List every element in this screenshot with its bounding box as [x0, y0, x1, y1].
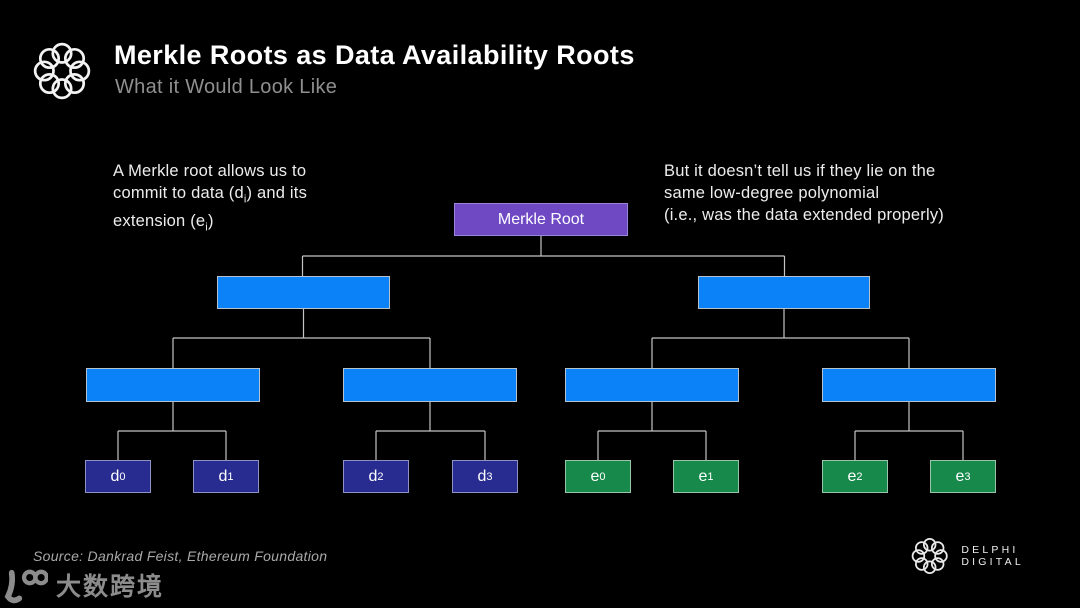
- annotation-left-line3: extension (ei): [113, 212, 214, 234]
- connector-l3-a: [117, 402, 227, 460]
- annotation-left: A Merkle root allows us to commit to dat…: [113, 160, 393, 239]
- brand-name: DELPHI DIGITAL: [961, 544, 1024, 568]
- internal-node-level3-1: [86, 368, 260, 402]
- delphi-knot-logo-icon: [33, 42, 91, 100]
- delphi-digital-brand: DELPHI DIGITAL: [908, 533, 1080, 579]
- internal-node-level2-right: [698, 276, 870, 309]
- watermark-text: 大数跨境: [56, 573, 165, 601]
- watermark: 大数跨境: [2, 568, 164, 606]
- watermark-100-icon: [4, 569, 48, 604]
- page-title: Merkle Roots as Data Availability Roots: [114, 40, 635, 70]
- connector-l2-right: [651, 309, 910, 368]
- internal-node-level3-3: [565, 368, 739, 402]
- annotation-right: But it doesn’t tell us if they lie on th…: [664, 160, 1024, 226]
- source-attribution: Source: Dankrad Feist, Ethereum Foundati…: [33, 548, 328, 564]
- page-subtitle: What it Would Look Like: [115, 76, 338, 98]
- connector-l2-left: [172, 309, 431, 368]
- annotation-left-line2: commit to data (di) and its: [113, 184, 308, 206]
- internal-node-level3-2: [343, 368, 517, 402]
- internal-node-level3-4: [822, 368, 996, 402]
- connector-l3-b: [375, 402, 486, 460]
- annotation-left-line1: A Merkle root allows us to: [113, 162, 307, 180]
- connector-l3-d: [854, 402, 964, 460]
- annotation-right-line3: (i.e., was the data extended properly): [664, 206, 945, 224]
- delphi-knot-footer-icon: [911, 537, 948, 575]
- connector-root: [301, 236, 786, 276]
- internal-node-level2-left: [217, 276, 390, 309]
- annotation-right-line2: same low-degree polynomial: [664, 184, 880, 202]
- merkle-root-node: Merkle Root: [454, 203, 628, 236]
- annotation-right-line1: But it doesn’t tell us if they lie on th…: [664, 162, 936, 180]
- connector-l3-c: [597, 402, 707, 460]
